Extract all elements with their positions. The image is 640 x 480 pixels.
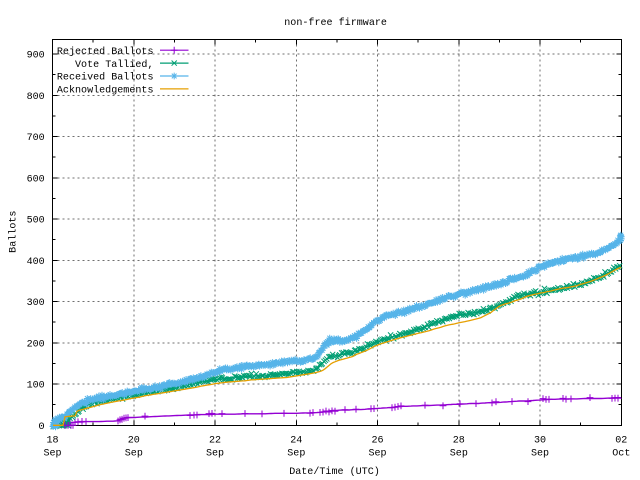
svg-text:18: 18 [46, 435, 58, 447]
svg-text:600: 600 [27, 173, 45, 185]
svg-text:Date/Time (UTC): Date/Time (UTC) [289, 466, 380, 478]
svg-text:Sep: Sep [368, 447, 386, 459]
svg-text:24: 24 [290, 435, 302, 447]
svg-text:Sep: Sep [531, 447, 549, 459]
svg-text:Oct: Oct [612, 447, 630, 459]
svg-text:20: 20 [128, 435, 140, 447]
svg-text:26: 26 [371, 435, 383, 447]
svg-text:300: 300 [27, 297, 45, 309]
svg-text:Sep: Sep [287, 447, 305, 459]
svg-text:28: 28 [453, 435, 465, 447]
svg-text:non-free firmware: non-free firmware [284, 17, 387, 29]
svg-text:Ballots: Ballots [8, 211, 20, 253]
svg-text:500: 500 [27, 215, 45, 227]
svg-text:Sep: Sep [450, 447, 468, 459]
svg-text:30: 30 [534, 435, 546, 447]
svg-text:Acknowledgements: Acknowledgements [57, 85, 154, 97]
svg-text:Sep: Sep [206, 447, 224, 459]
svg-text:200: 200 [27, 338, 45, 350]
svg-text:700: 700 [27, 132, 45, 144]
svg-text:Sep: Sep [125, 447, 143, 459]
svg-text:Vote Tallied,: Vote Tallied, [75, 59, 154, 71]
svg-text:0: 0 [38, 421, 44, 433]
svg-text:100: 100 [27, 380, 45, 392]
svg-text:22: 22 [209, 435, 221, 447]
svg-text:Received Ballots: Received Ballots [57, 72, 154, 84]
svg-text:400: 400 [27, 256, 45, 268]
svg-text:900: 900 [27, 50, 45, 62]
svg-text:Sep: Sep [43, 447, 61, 459]
svg-text:Rejected Ballots: Rejected Ballots [57, 46, 154, 58]
svg-text:02: 02 [615, 435, 627, 447]
svg-text:800: 800 [27, 91, 45, 103]
